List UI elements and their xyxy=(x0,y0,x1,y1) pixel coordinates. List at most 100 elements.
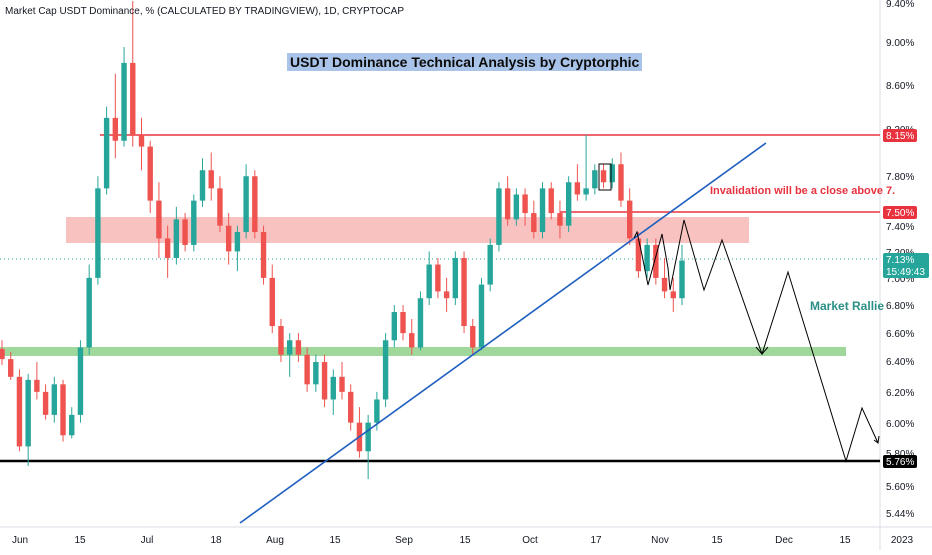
candle-body xyxy=(661,277,668,292)
price-tag-750-bg xyxy=(883,206,917,219)
y-tick-label: 9.00% xyxy=(886,38,914,49)
candle-body xyxy=(426,264,432,299)
support-zone xyxy=(0,347,846,356)
x-tick-label: 15 xyxy=(329,535,341,546)
candle-body xyxy=(478,284,485,348)
y-tick-label: 6.00% xyxy=(886,419,914,430)
candle-body xyxy=(217,188,223,226)
candle-body xyxy=(156,200,162,239)
y-tick-label: 7.00% xyxy=(886,274,914,285)
price-tag-815-bg xyxy=(883,129,917,142)
x-tick-label: 15 xyxy=(711,535,723,546)
candle-body xyxy=(583,188,589,195)
candle-body xyxy=(269,277,275,327)
price-tag-576-bg xyxy=(883,455,917,468)
candle-body xyxy=(130,62,136,136)
highlight-box xyxy=(598,163,612,191)
candle-body xyxy=(112,117,119,141)
y-tick-label: 6.60% xyxy=(886,329,914,340)
y-tick-label: 7.80% xyxy=(886,172,914,183)
y-tick-label: 5.44% xyxy=(886,509,914,520)
candle-body xyxy=(400,312,406,334)
candle-body xyxy=(531,213,537,233)
ascending-trendline xyxy=(239,142,767,524)
candle-body xyxy=(147,146,153,201)
candle-body xyxy=(504,188,511,220)
candle-body xyxy=(173,219,180,258)
symbol-info: Market Cap USDT Dominance, % (CALCULATED… xyxy=(5,6,404,17)
y-tick-label: 7.40% xyxy=(886,222,914,233)
candle-body xyxy=(8,359,14,377)
x-tick-label: 17 xyxy=(590,535,602,546)
candle-body xyxy=(86,277,92,348)
price-tag-576: 5.76% xyxy=(886,457,914,468)
candle-body xyxy=(574,182,581,195)
current-price-tag: 7.13% xyxy=(886,255,914,266)
y-tick-label: 8.60% xyxy=(886,81,914,92)
x-tick-label: 18 xyxy=(210,535,222,546)
chart-title-annotation: USDT Dominance Technical Analysis by Cry… xyxy=(287,53,643,71)
candle-body xyxy=(391,312,398,341)
candle-body xyxy=(77,347,84,415)
y-tick-label: 5.60% xyxy=(886,482,914,493)
x-tick-label: Jul xyxy=(141,535,154,546)
candle-body xyxy=(25,379,31,447)
candle-body xyxy=(348,391,354,423)
candle-body xyxy=(208,170,214,189)
candle-body xyxy=(653,244,659,278)
candle-body xyxy=(191,200,197,245)
projection-arrow-mid xyxy=(755,346,769,355)
candle-body xyxy=(609,164,615,183)
candle-body xyxy=(626,200,633,239)
candle-body xyxy=(34,379,40,392)
y-tick-label: 6.40% xyxy=(886,357,914,368)
candle-body xyxy=(496,188,502,245)
candle-body xyxy=(286,340,293,355)
x-tick-label: Oct xyxy=(522,535,538,546)
candle-body xyxy=(51,384,58,415)
candle-body xyxy=(443,291,450,299)
market-rally-note: Market Rallie xyxy=(810,299,885,313)
candle-body xyxy=(95,188,101,278)
candle-body xyxy=(234,232,241,252)
candle-body xyxy=(339,376,345,392)
candle-body xyxy=(260,232,267,278)
candle-body xyxy=(374,399,380,423)
candle-body xyxy=(409,333,415,348)
x-tick-label: 15 xyxy=(74,535,86,546)
price-axis-ticks: 9.40% 9.00% 8.60% 8.20% 7.80% 7.40% 7.20… xyxy=(886,0,914,520)
candle-body xyxy=(513,194,520,220)
candle-body xyxy=(618,164,624,201)
y-tick-label: 6.20% xyxy=(886,388,914,399)
candle-body xyxy=(522,194,528,214)
candle-body xyxy=(16,376,23,447)
candle-body xyxy=(548,188,554,214)
candle-body xyxy=(138,135,145,147)
candle-body xyxy=(121,62,127,141)
time-axis-ticks: Jun 15 Jul 18 Aug 15 Sep 15 Oct 17 Nov 1… xyxy=(12,535,914,546)
x-tick-label: Aug xyxy=(266,535,284,546)
x-tick-label: Jun xyxy=(12,535,28,546)
x-tick-label: Sep xyxy=(395,535,413,546)
candle-body xyxy=(295,340,302,355)
invalidation-note: Invalidation will be a close above 7. xyxy=(710,185,896,197)
y-tick-label: 9.40% xyxy=(886,0,914,10)
candle-body xyxy=(321,362,328,400)
candle-body xyxy=(679,260,685,299)
candle-body xyxy=(365,422,371,452)
y-tick-label: 6.80% xyxy=(886,301,914,312)
countdown-tag: 15:49:43 xyxy=(886,267,925,278)
candle-body xyxy=(644,244,650,272)
y-tick-label: 5.80% xyxy=(886,449,914,460)
candle-body xyxy=(635,238,642,272)
x-tick-label: 2023 xyxy=(891,535,914,546)
x-tick-label: Nov xyxy=(651,535,669,546)
price-tag-750: 7.50% xyxy=(886,208,914,219)
x-tick-label: Dec xyxy=(775,535,793,546)
candle-body xyxy=(670,291,676,299)
candle-body xyxy=(42,391,49,415)
candle-body xyxy=(382,340,389,400)
x-tick-label: 15 xyxy=(459,535,471,546)
